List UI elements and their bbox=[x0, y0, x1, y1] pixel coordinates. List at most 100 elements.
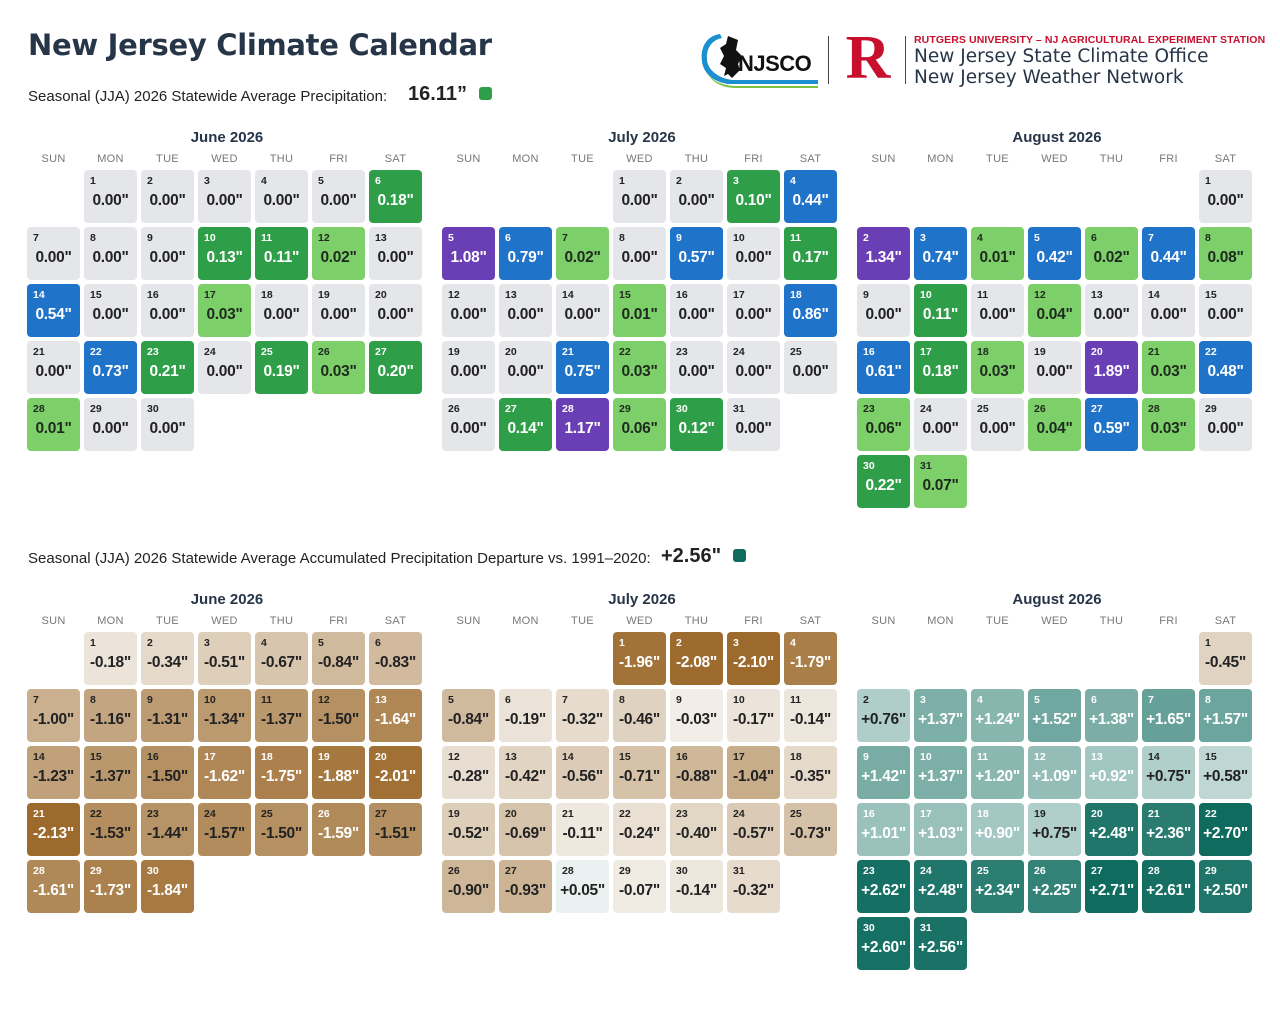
day-number: 17 bbox=[920, 808, 932, 820]
departure-day-cell: 21 -2.13" bbox=[27, 803, 80, 856]
precip-day-value: 0.07" bbox=[922, 477, 959, 494]
precip-day-value: 0.00" bbox=[377, 249, 414, 266]
departure-day-value: -1.62" bbox=[204, 768, 245, 785]
precip-day-cell: 18 0.03" bbox=[971, 341, 1024, 394]
departure-day-cell: 16 +1.01" bbox=[857, 803, 910, 856]
day-number: 18 bbox=[261, 289, 273, 301]
precip-day-cell: 29 0.06" bbox=[613, 398, 666, 451]
day-number: 9 bbox=[147, 694, 153, 706]
departure-day-cell: 8 -1.16" bbox=[84, 689, 137, 742]
precip-day-value: 0.42" bbox=[1036, 249, 1073, 266]
precip-day-value: 0.03" bbox=[979, 363, 1016, 380]
weekday-header: WED bbox=[626, 153, 653, 165]
departure-day-cell: 18 -1.75" bbox=[255, 746, 308, 799]
departure-day-value: -0.32" bbox=[562, 711, 603, 728]
departure-day-cell: 22 -1.53" bbox=[84, 803, 137, 856]
day-number: 6 bbox=[1091, 232, 1097, 244]
precip-day-cell: 8 0.00" bbox=[84, 227, 137, 280]
departure-day-cell: 6 -0.19" bbox=[499, 689, 552, 742]
departure-day-value: -1.84" bbox=[147, 882, 188, 899]
day-number: 19 bbox=[448, 346, 460, 358]
precip-day-value: 0.03" bbox=[1150, 420, 1187, 437]
departure-day-cell: 24 -1.57" bbox=[198, 803, 251, 856]
precip-day-cell: 13 0.00" bbox=[369, 227, 422, 280]
day-number: 11 bbox=[977, 289, 989, 301]
departure-day-cell: 28 +2.61" bbox=[1142, 860, 1195, 913]
departure-day-value: +2.62" bbox=[861, 882, 906, 899]
departure-day-cell: 2 -0.34" bbox=[141, 632, 194, 685]
day-number: 2 bbox=[147, 175, 153, 187]
precip-day-cell: 19 0.00" bbox=[312, 284, 365, 337]
departure-day-cell: 29 -0.07" bbox=[613, 860, 666, 913]
day-number: 13 bbox=[1091, 289, 1103, 301]
day-number: 14 bbox=[562, 289, 574, 301]
network-name: New Jersey Weather Network bbox=[914, 67, 1184, 88]
day-number: 11 bbox=[261, 694, 273, 706]
day-number: 9 bbox=[676, 694, 682, 706]
precip-day-value: 0.48" bbox=[1207, 363, 1244, 380]
day-number: 15 bbox=[90, 289, 102, 301]
day-number: 24 bbox=[204, 346, 216, 358]
precip-day-cell: 6 0.79" bbox=[499, 227, 552, 280]
precip-day-cell: 21 0.75" bbox=[556, 341, 609, 394]
precip-day-cell: 9 0.00" bbox=[857, 284, 910, 337]
precip-day-cell: 24 0.00" bbox=[914, 398, 967, 451]
precip-day-value: 0.59" bbox=[1093, 420, 1130, 437]
day-number: 6 bbox=[1091, 694, 1097, 706]
departure-day-value: -1.34" bbox=[204, 711, 245, 728]
departure-day-cell: 31 +2.56" bbox=[914, 917, 967, 970]
precip-day-cell: 27 0.20" bbox=[369, 341, 422, 394]
precip-day-cell: 11 0.00" bbox=[971, 284, 1024, 337]
precip-day-value: 0.44" bbox=[1150, 249, 1187, 266]
precip-summary-value: 16.11” bbox=[408, 83, 467, 105]
departure-day-cell: 20 +2.48" bbox=[1085, 803, 1138, 856]
month-title: June 2026 bbox=[190, 129, 264, 146]
weekday-header: SAT bbox=[1214, 615, 1237, 627]
day-number: 10 bbox=[204, 694, 216, 706]
day-number: 30 bbox=[676, 403, 688, 415]
departure-day-cell: 15 +0.58" bbox=[1199, 746, 1252, 799]
departure-day-cell: 12 -1.50" bbox=[312, 689, 365, 742]
precip-day-value: 0.18" bbox=[377, 192, 414, 209]
day-number: 10 bbox=[920, 289, 932, 301]
day-number: 22 bbox=[1205, 808, 1217, 820]
precip-day-value: 0.21" bbox=[149, 363, 186, 380]
departure-day-value: -1.31" bbox=[147, 711, 188, 728]
weekday-header: WED bbox=[211, 153, 238, 165]
day-number: 19 bbox=[1034, 346, 1046, 358]
day-number: 26 bbox=[448, 865, 460, 877]
departure-day-cell: 18 -0.35" bbox=[784, 746, 837, 799]
precip-day-cell: 21 0.00" bbox=[27, 341, 80, 394]
day-number: 23 bbox=[676, 346, 688, 358]
day-number: 31 bbox=[920, 460, 932, 472]
precip-day-value: 0.00" bbox=[979, 420, 1016, 437]
precip-day-value: 0.14" bbox=[507, 420, 544, 437]
departure-day-cell: 29 +2.50" bbox=[1199, 860, 1252, 913]
departure-day-value: +2.25" bbox=[1032, 882, 1077, 899]
rutgers-divider bbox=[905, 36, 906, 84]
day-number: 11 bbox=[790, 232, 802, 244]
day-number: 13 bbox=[505, 751, 517, 763]
precip-day-value: 0.00" bbox=[149, 249, 186, 266]
day-number: 23 bbox=[863, 865, 875, 877]
departure-day-value: -0.45" bbox=[1205, 654, 1246, 671]
weekday-header: FRI bbox=[1159, 615, 1178, 627]
day-number: 24 bbox=[920, 403, 932, 415]
departure-day-value: +2.61" bbox=[1146, 882, 1191, 899]
departure-day-value: -0.73" bbox=[790, 825, 831, 842]
day-number: 12 bbox=[1034, 751, 1046, 763]
weekday-header: WED bbox=[1041, 615, 1068, 627]
day-number: 14 bbox=[33, 289, 45, 301]
precip-day-value: 0.03" bbox=[1150, 363, 1187, 380]
precip-day-value: 0.00" bbox=[320, 306, 357, 323]
departure-day-cell: 23 +2.62" bbox=[857, 860, 910, 913]
departure-day-value: +0.76" bbox=[861, 711, 906, 728]
day-number: 26 bbox=[318, 808, 330, 820]
day-number: 6 bbox=[505, 232, 511, 244]
departure-day-value: -0.07" bbox=[619, 882, 660, 899]
departure-day-value: +2.50" bbox=[1203, 882, 1248, 899]
precip-day-value: 0.00" bbox=[507, 306, 544, 323]
departure-day-cell: 14 -1.23" bbox=[27, 746, 80, 799]
precip-day-cell: 22 0.03" bbox=[613, 341, 666, 394]
day-number: 9 bbox=[147, 232, 153, 244]
